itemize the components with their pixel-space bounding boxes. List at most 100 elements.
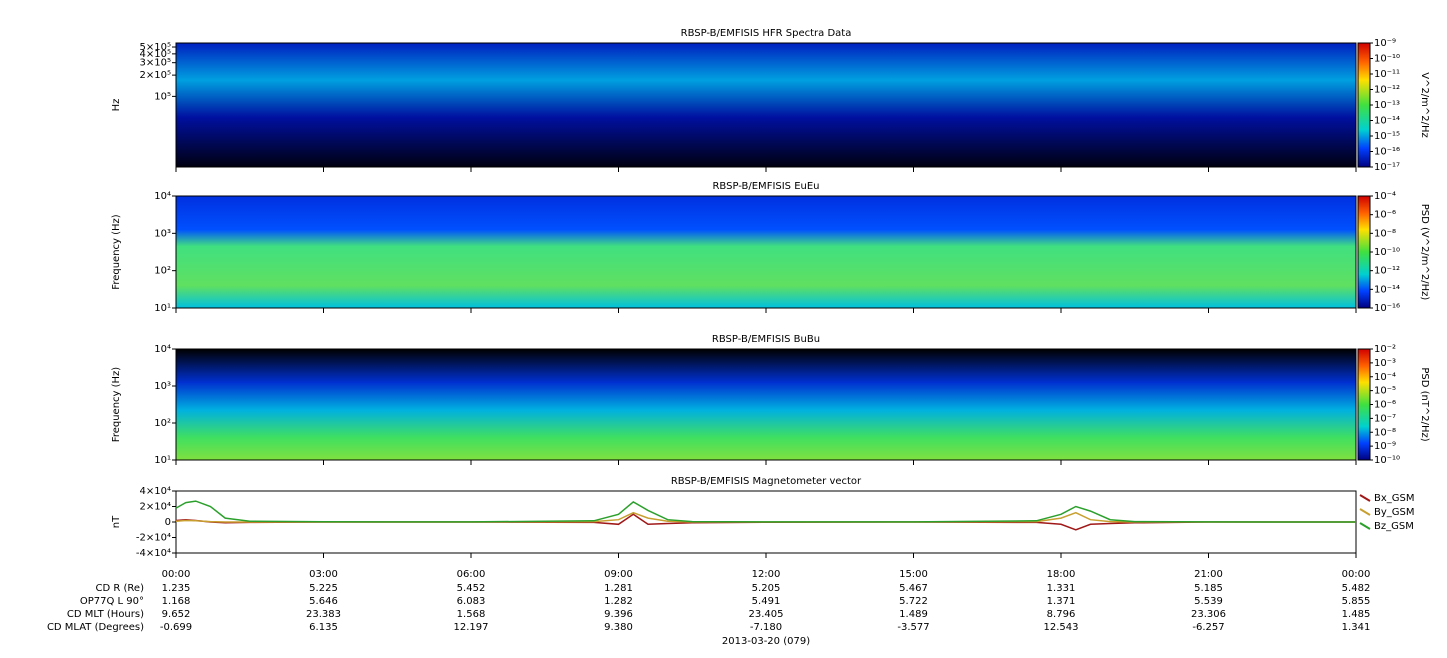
y-tick-label: -4×10⁴ [136,548,171,559]
ephemeris-value: 9.380 [604,622,633,633]
colorbar-tick-label: 10⁻⁶ [1374,210,1396,221]
y-tick-label: 4×10⁵ [140,49,171,60]
ephemeris-value: 1.235 [162,583,191,594]
colorbar [1357,348,1371,461]
ephemeris-value: 1.282 [604,596,633,607]
ephemeris-value: 5.205 [752,583,781,594]
y-tick-label: 10¹ [154,303,171,314]
y-tick-label: -2×10⁴ [136,533,171,544]
colorbar-tick-label: 10⁻¹⁵ [1374,131,1400,142]
ephemeris-value: 1.489 [899,609,928,620]
ephemeris-value: 12.197 [454,622,489,633]
ephemeris-value: -0.699 [160,622,192,633]
ephemeris-value: 9.652 [162,609,191,620]
ephemeris-value: -3.577 [897,622,929,633]
x-tick-label: 00:00 [162,569,191,580]
colorbar-tick-label: 10⁻¹¹ [1374,69,1400,80]
data-line [175,500,1357,523]
y-tick-label: 10¹ [154,455,171,466]
y-tick-label: 10³ [154,381,171,392]
x-tick-label: 03:00 [309,569,338,580]
panel-title: RBSP-B/EMFISIS HFR Spectra Data [681,28,852,39]
x-tick-label: 06:00 [457,569,486,580]
y-tick-label: 2×10⁴ [140,502,171,513]
ephemeris-value: 6.135 [309,622,338,633]
panel-title: RBSP-B/EMFISIS EuEu [712,181,819,192]
legend-swatch [1359,508,1371,516]
y-tick-label: 10³ [154,228,171,239]
y-tick-label: 3×10⁵ [140,58,171,69]
spectrogram [176,43,1356,167]
colorbar-tick-label: 10⁻¹⁷ [1374,162,1400,173]
colorbar-tick-label: 10⁻¹⁰ [1374,455,1400,466]
y-tick-label: 5×10⁵ [140,42,171,53]
y-tick-label: 2×10⁵ [140,70,171,81]
ephemeris-value: 1.485 [1342,609,1371,620]
ephemeris-value: 5.855 [1342,596,1371,607]
x-tick-label: 00:00 [1342,569,1371,580]
colorbar-tick-label: 10⁻¹³ [1374,100,1400,111]
colorbar-tick-label: 10⁻⁵ [1374,386,1396,397]
ephemeris-value: 6.083 [457,596,486,607]
colorbar-tick-label: 10⁻³ [1374,358,1396,369]
ephemeris-value: 1.331 [1047,583,1076,594]
x-tick-label: 12:00 [752,569,781,580]
y-tick-label: 10⁵ [154,91,171,102]
ephemeris-value: 12.543 [1044,622,1079,633]
y-axis-label: Hz [111,99,122,112]
colorbar-tick-label: 10⁻⁶ [1374,400,1396,411]
ephemeris-value: 5.491 [752,596,781,607]
legend-label: Bx_GSM [1374,493,1415,504]
spectrogram [176,196,1356,308]
legend-label: Bz_GSM [1374,521,1414,532]
spectrogram [176,349,1356,460]
x-tick-label: 15:00 [899,569,928,580]
colorbar-label: PSD (V^2/m^2/Hz) [1419,204,1430,301]
ephemeris-value: 23.405 [749,609,784,620]
ephemeris-value: 23.306 [1191,609,1226,620]
ephemeris-value: 8.796 [1047,609,1076,620]
legend-swatch [1359,522,1371,530]
legend-label: By_GSM [1374,507,1415,518]
colorbar-tick-label: 10⁻¹⁰ [1374,54,1400,65]
colorbar-tick-label: 10⁻⁹ [1374,441,1396,452]
ephemeris-value: 1.281 [604,583,633,594]
colorbar-tick-label: 10⁻⁷ [1374,413,1396,424]
ephemeris-value: 1.371 [1047,596,1076,607]
y-tick-label: 0 [165,517,171,528]
data-line [175,511,1356,523]
ephemeris-value: 1.168 [162,596,191,607]
ephemeris-value: 5.482 [1342,583,1371,594]
ephemeris-value: 9.396 [604,609,633,620]
colorbar-tick-label: 10⁻⁸ [1374,427,1396,438]
x-tick-label: 09:00 [604,569,633,580]
ephemeris-label: OP77Q L 90° [80,596,144,607]
y-tick-label: 10⁴ [154,344,171,355]
colorbar-tick-label: 10⁻¹⁰ [1374,247,1400,258]
y-tick-label: 4×10⁴ [140,486,171,497]
ephemeris-value: 1.568 [457,609,486,620]
ephemeris-value: 5.185 [1194,583,1223,594]
y-axis-label: Frequency (Hz) [111,214,122,290]
ephemeris-label: CD MLT (Hours) [67,609,144,620]
colorbar-tick-label: 10⁻⁴ [1374,372,1396,383]
colorbar-tick-label: 10⁻² [1374,344,1396,355]
x-tick-label: 18:00 [1047,569,1076,580]
y-axis-label: Frequency (Hz) [111,367,122,443]
y-axis-label: nT [111,515,122,528]
ephemeris-value: 5.646 [309,596,338,607]
date-label: 2013-03-20 (079) [722,636,810,647]
colorbar-tick-label: 10⁻¹⁶ [1374,147,1400,158]
ephemeris-value: 5.225 [309,583,338,594]
ephemeris-value: 5.452 [457,583,486,594]
y-tick-label: 10² [154,266,171,277]
ephemeris-value: -6.257 [1192,622,1224,633]
colorbar-tick-label: 10⁻⁸ [1374,228,1396,239]
panel-title: RBSP-B/EMFISIS BuBu [712,334,820,345]
colorbar-tick-label: 10⁻¹⁴ [1374,284,1400,295]
legend-swatch [1359,494,1371,502]
colorbar-label: PSD (nT^2/Hz) [1419,367,1430,441]
ephemeris-value: 23.383 [306,609,341,620]
colorbar-tick-label: 10⁻¹² [1374,85,1400,96]
